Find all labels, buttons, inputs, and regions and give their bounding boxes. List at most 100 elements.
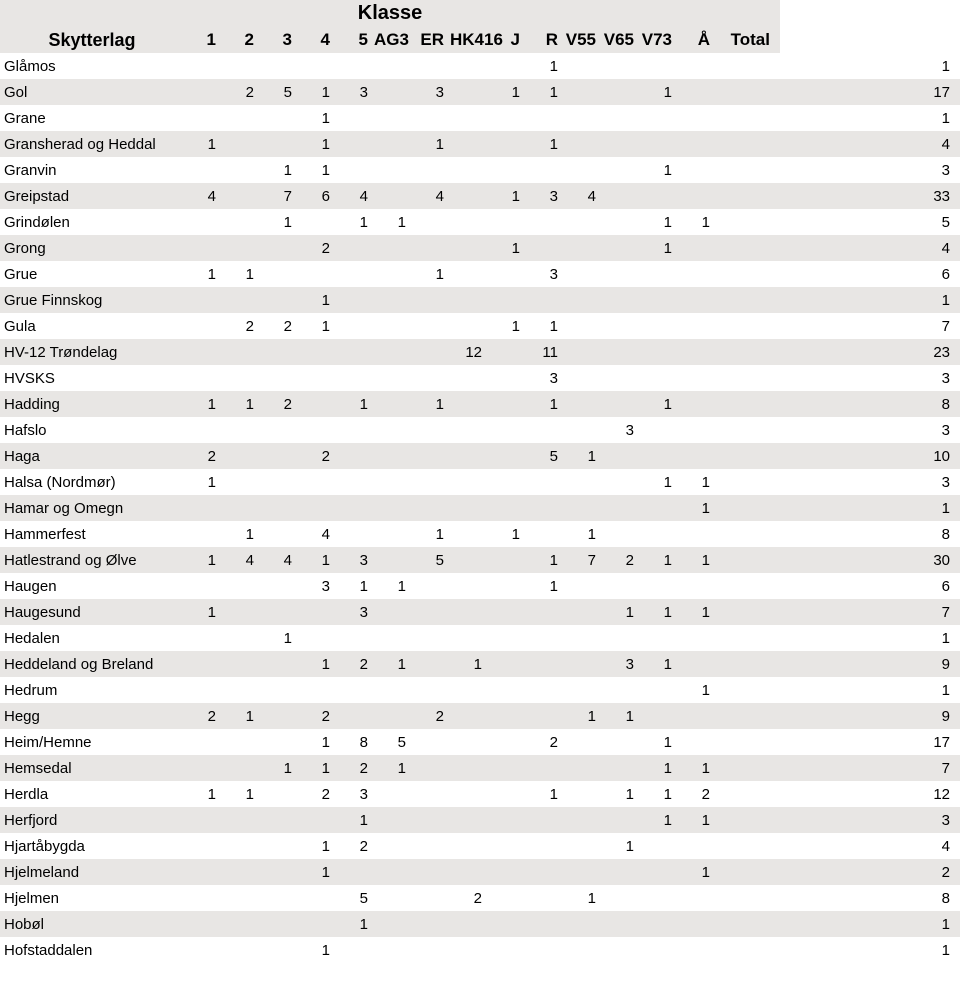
row-value <box>678 911 716 937</box>
table-row: Greipstad4764413433 <box>0 183 960 209</box>
row-value <box>412 833 450 859</box>
row-value <box>488 105 526 131</box>
table-row: Glåmos11 <box>0 53 960 79</box>
row-value: 2 <box>450 885 488 911</box>
row-value <box>450 495 488 521</box>
table-head: Klasse Skytterlag12345AG3ERHK416JRV55V65… <box>0 0 960 53</box>
row-value: 1 <box>184 391 222 417</box>
row-value <box>222 677 260 703</box>
row-value <box>564 911 602 937</box>
row-value <box>184 495 222 521</box>
row-value: 2 <box>184 443 222 469</box>
row-value <box>488 131 526 157</box>
row-value: 1 <box>488 313 526 339</box>
row-value <box>678 131 716 157</box>
row-value: 1 <box>298 287 336 313</box>
row-value <box>412 209 450 235</box>
row-value: 1 <box>412 521 450 547</box>
row-value <box>564 937 602 963</box>
row-value <box>564 807 602 833</box>
row-value: 1 <box>336 807 374 833</box>
row-value <box>450 417 488 443</box>
row-value: 1 <box>488 183 526 209</box>
row-value <box>526 521 564 547</box>
row-total: 4 <box>780 131 960 157</box>
row-name: Hammerfest <box>0 521 184 547</box>
row-value <box>184 677 222 703</box>
row-value <box>640 261 678 287</box>
row-name: Hegg <box>0 703 184 729</box>
row-value <box>640 937 678 963</box>
row-value: 7 <box>260 183 298 209</box>
row-value: 2 <box>336 833 374 859</box>
row-total: 9 <box>780 703 960 729</box>
row-value <box>488 885 526 911</box>
row-value <box>336 625 374 651</box>
super-header-row: Klasse <box>0 0 960 27</box>
row-value: 3 <box>336 781 374 807</box>
row-value <box>222 209 260 235</box>
row-name: Herfjord <box>0 807 184 833</box>
row-value <box>222 235 260 261</box>
row-value <box>526 885 564 911</box>
row-value <box>184 833 222 859</box>
table-row: Hjelmen5218 <box>0 885 960 911</box>
row-value <box>374 183 412 209</box>
row-value: 1 <box>260 755 298 781</box>
row-value <box>374 235 412 261</box>
row-value <box>488 287 526 313</box>
row-total: 1 <box>780 53 960 79</box>
table-body: Glåmos11Gol2513311117Grane11Gransherad o… <box>0 53 960 963</box>
row-value <box>488 417 526 443</box>
row-value <box>602 495 640 521</box>
row-name: Hatlestrand og Ølve <box>0 547 184 573</box>
row-value: 2 <box>602 547 640 573</box>
row-value: 1 <box>564 443 602 469</box>
row-name: Glåmos <box>0 53 184 79</box>
row-value: 1 <box>640 781 678 807</box>
row-value <box>678 937 716 963</box>
row-name: Hedalen <box>0 625 184 651</box>
row-value <box>450 807 488 833</box>
row-value <box>640 443 678 469</box>
row-value <box>374 677 412 703</box>
row-value <box>564 599 602 625</box>
row-total: 1 <box>780 495 960 521</box>
row-value <box>526 859 564 885</box>
row-value <box>640 313 678 339</box>
row-value <box>640 339 678 365</box>
header-total: Total <box>716 27 780 53</box>
row-total: 3 <box>780 365 960 391</box>
row-value <box>488 599 526 625</box>
row-value <box>564 105 602 131</box>
row-value <box>222 573 260 599</box>
row-value <box>602 625 640 651</box>
row-value <box>526 417 564 443</box>
row-value <box>222 599 260 625</box>
row-value <box>640 573 678 599</box>
row-value <box>564 755 602 781</box>
row-value <box>374 261 412 287</box>
row-value <box>260 599 298 625</box>
row-value: 1 <box>640 79 678 105</box>
row-value <box>184 105 222 131</box>
row-value: 1 <box>564 521 602 547</box>
row-value <box>564 573 602 599</box>
results-table: Klasse Skytterlag12345AG3ERHK416JRV55V65… <box>0 0 960 963</box>
row-value: 1 <box>222 781 260 807</box>
row-value <box>222 651 260 677</box>
row-value <box>564 365 602 391</box>
row-value <box>602 183 640 209</box>
row-value: 2 <box>678 781 716 807</box>
row-value <box>184 859 222 885</box>
row-value <box>222 859 260 885</box>
row-value <box>488 53 526 79</box>
row-value: 1 <box>222 391 260 417</box>
row-value <box>450 209 488 235</box>
row-name: Hafslo <box>0 417 184 443</box>
row-total: 4 <box>780 235 960 261</box>
header-col: 1 <box>184 27 222 53</box>
row-value <box>184 729 222 755</box>
row-value: 1 <box>488 521 526 547</box>
row-value <box>640 365 678 391</box>
